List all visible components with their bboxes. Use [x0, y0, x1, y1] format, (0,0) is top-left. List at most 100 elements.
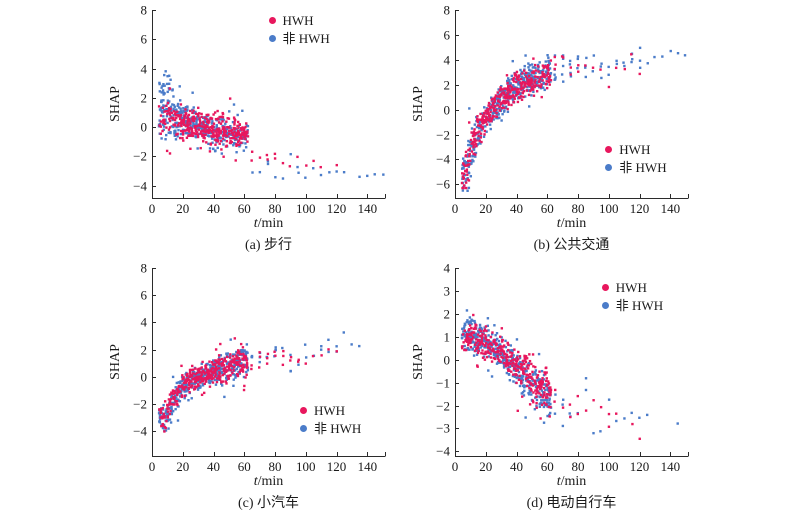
y-tick-label: −6: [436, 176, 450, 192]
legend-label: HWH: [619, 141, 651, 157]
y-tick-label: 6: [140, 31, 148, 47]
x-tick-label: 100: [599, 201, 619, 216]
legend-item-hwh: HWH: [601, 280, 663, 296]
y-tick-label: −1: [436, 375, 450, 391]
legend-item-hwh: HWH: [605, 142, 666, 157]
x-tick-label: 120: [326, 459, 347, 474]
y-tick-label: 4: [443, 52, 451, 68]
y-tick-label: 2: [140, 342, 148, 358]
x-tick-label: 60: [540, 201, 554, 216]
y-tick-label: −2: [436, 398, 450, 414]
legend-item-non-hwh: 非 HWH: [605, 159, 667, 175]
y-tick-label: 8: [140, 260, 148, 276]
legend-marker-non-hwh-icon: [601, 302, 609, 310]
legend-marker-hwh-icon: [601, 284, 609, 292]
legend-item-non-hwh: 非 HWH: [299, 421, 361, 436]
panel-d-ebike: SHAP t/min (d) 电动自行车 HWH 非 HWH 0 20 40 60 80 1…: [400, 258, 800, 516]
x-tick-label: 120: [326, 201, 347, 216]
legend: HWH 非 HWH: [299, 403, 361, 436]
legend-marker-non-hwh-icon: [268, 34, 276, 42]
scatter-canvas-walking: [0, 0, 400, 258]
y-axis-label: SHAP: [108, 344, 123, 380]
legend: HWH 非 HWH: [268, 12, 330, 46]
x-axis-label-symbol: t: [253, 474, 258, 489]
y-tick-label: 6: [140, 287, 148, 303]
legend-item-non-hwh: 非 HWH: [268, 30, 330, 46]
x-tick-label: 60: [237, 459, 251, 474]
scatter-canvas-public-transit: [400, 0, 800, 258]
x-tick-label: 40: [207, 459, 221, 474]
x-tick-label: 0: [148, 459, 156, 474]
y-axis-label: SHAP: [411, 86, 426, 122]
legend: HWH 非 HWH: [601, 280, 664, 314]
x-tick-label: 120: [629, 201, 650, 216]
x-tick-label: 40: [207, 201, 221, 216]
x-tick-label: 20: [479, 459, 493, 474]
y-tick-label: 8: [140, 2, 148, 18]
y-tick-label: 6: [443, 27, 451, 43]
panel-b-public-transit: SHAP t/min (b) 公共交通 HWH 非 HWH 0 20 40 60 80 10…: [400, 0, 800, 258]
x-tick-label: 20: [176, 201, 190, 216]
panel-caption: (c) 小汽车: [237, 496, 300, 511]
legend-marker-hwh-icon: [605, 145, 613, 153]
legend-label: 非 HWH: [282, 30, 330, 46]
y-tick-label: −4: [133, 178, 147, 194]
x-tick-label: 140: [357, 201, 378, 216]
y-tick-label: 2: [443, 77, 451, 93]
x-tick-label: 0: [451, 459, 459, 474]
x-tick-label: 140: [660, 459, 681, 474]
legend-label: HWH: [282, 12, 314, 28]
x-tick-label: 80: [268, 201, 282, 216]
legend: HWH 非 HWH: [605, 142, 667, 175]
legend-label: HWH: [615, 280, 647, 296]
y-tick-label: 4: [140, 61, 148, 77]
legend-marker-non-hwh-icon: [605, 163, 613, 171]
y-tick-label: 0: [140, 369, 148, 385]
scatter-canvas-car: [0, 258, 400, 516]
y-tick-label: 4: [140, 314, 148, 330]
legend-label: HWH: [313, 403, 345, 419]
panel-caption: (d) 电动自行车: [526, 496, 617, 511]
x-tick-label: 20: [479, 201, 493, 216]
legend-label: 非 HWH: [615, 298, 664, 314]
x-tick-label: 100: [296, 459, 316, 474]
x-axis-label-symbol: t: [556, 474, 561, 489]
y-axis-label: SHAP: [411, 344, 426, 380]
x-axis-label-unit: /min: [257, 474, 284, 489]
legend-marker-hwh-icon: [299, 407, 307, 415]
y-tick-label: 2: [140, 90, 148, 106]
panel-a-walking: SHAP t/min (a) 步行 HWH 非 HWH 0 20 40 60 80 100 1…: [0, 0, 400, 258]
x-tick-label: 140: [357, 459, 378, 474]
y-tick-label: −2: [133, 396, 147, 412]
legend-item-hwh: HWH: [299, 403, 361, 419]
y-axis-label: SHAP: [108, 86, 123, 122]
x-tick-label: 140: [660, 201, 681, 216]
y-tick-label: 2: [443, 306, 451, 322]
x-axis-label-symbol: t: [253, 216, 258, 231]
y-tick-label: 0: [443, 102, 451, 118]
x-tick-label: 60: [237, 201, 251, 216]
x-tick-label: 40: [510, 459, 524, 474]
y-tick-label: −4: [436, 151, 450, 167]
x-tick-label: 20: [176, 459, 190, 474]
x-tick-label: 120: [629, 459, 650, 474]
y-tick-label: 0: [443, 352, 451, 368]
x-axis-label: t/min: [254, 474, 284, 490]
x-tick-label: 100: [296, 201, 316, 216]
legend-marker-hwh-icon: [268, 16, 276, 24]
panel-caption: (a) 步行: [244, 238, 293, 253]
y-tick-label: 3: [443, 283, 451, 299]
y-tick-label: 4: [443, 260, 451, 276]
y-tick-label: −4: [436, 443, 450, 459]
x-axis-label-unit: /min: [560, 216, 587, 231]
legend-item-non-hwh: 非 HWH: [601, 298, 664, 314]
legend-marker-non-hwh-icon: [299, 425, 307, 433]
panel-c-car: SHAP t/min (c) 小汽车 HWH 非 HWH 0 20 40 60 80 100…: [0, 258, 400, 516]
x-tick-label: 0: [148, 201, 156, 216]
x-tick-label: 60: [540, 459, 554, 474]
legend-label: 非 HWH: [619, 159, 667, 175]
x-axis-label-unit: /min: [257, 216, 284, 231]
panel-caption: (b) 公共交通: [533, 238, 610, 253]
y-tick-label: −2: [133, 148, 147, 164]
y-tick-label: 0: [140, 119, 148, 135]
